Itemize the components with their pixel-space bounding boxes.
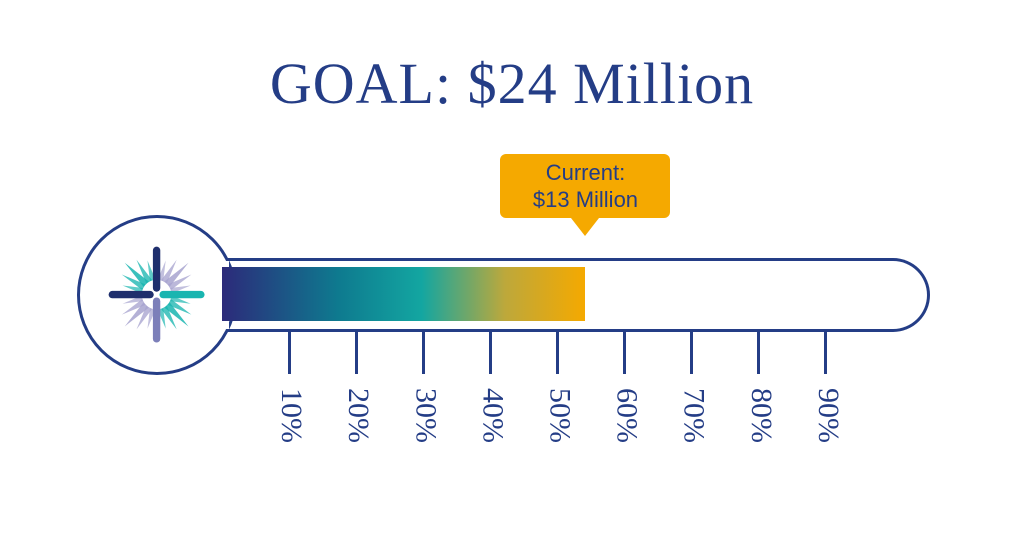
tick-label: 50% (543, 388, 577, 443)
tick-mark (489, 332, 492, 374)
current-callout-line2: $13 Million (504, 186, 666, 214)
current-callout: Current: $13 Million (500, 154, 670, 218)
tick-mark (288, 332, 291, 374)
tick-mark (690, 332, 693, 374)
tick-mark (623, 332, 626, 374)
organization-logo (91, 229, 222, 360)
tick-mark (757, 332, 760, 374)
tick-label: 40% (475, 388, 509, 443)
tick-label: 70% (677, 388, 711, 443)
tick-mark (824, 332, 827, 374)
progress-fill (222, 267, 585, 321)
tick-label: 20% (341, 388, 375, 443)
current-callout-arrow (571, 218, 599, 236)
tick-mark (422, 332, 425, 374)
tick-label: 10% (274, 388, 308, 443)
tick-label: 80% (744, 388, 778, 443)
current-callout-line1: Current: (504, 159, 666, 187)
tick-label: 90% (811, 388, 845, 443)
goal-title: GOAL: $24 Million (0, 50, 1024, 117)
tick-label: 30% (408, 388, 442, 443)
tick-label: 60% (610, 388, 644, 443)
tick-mark (556, 332, 559, 374)
goal-title-text: GOAL: $24 Million (270, 51, 754, 116)
tick-mark (355, 332, 358, 374)
